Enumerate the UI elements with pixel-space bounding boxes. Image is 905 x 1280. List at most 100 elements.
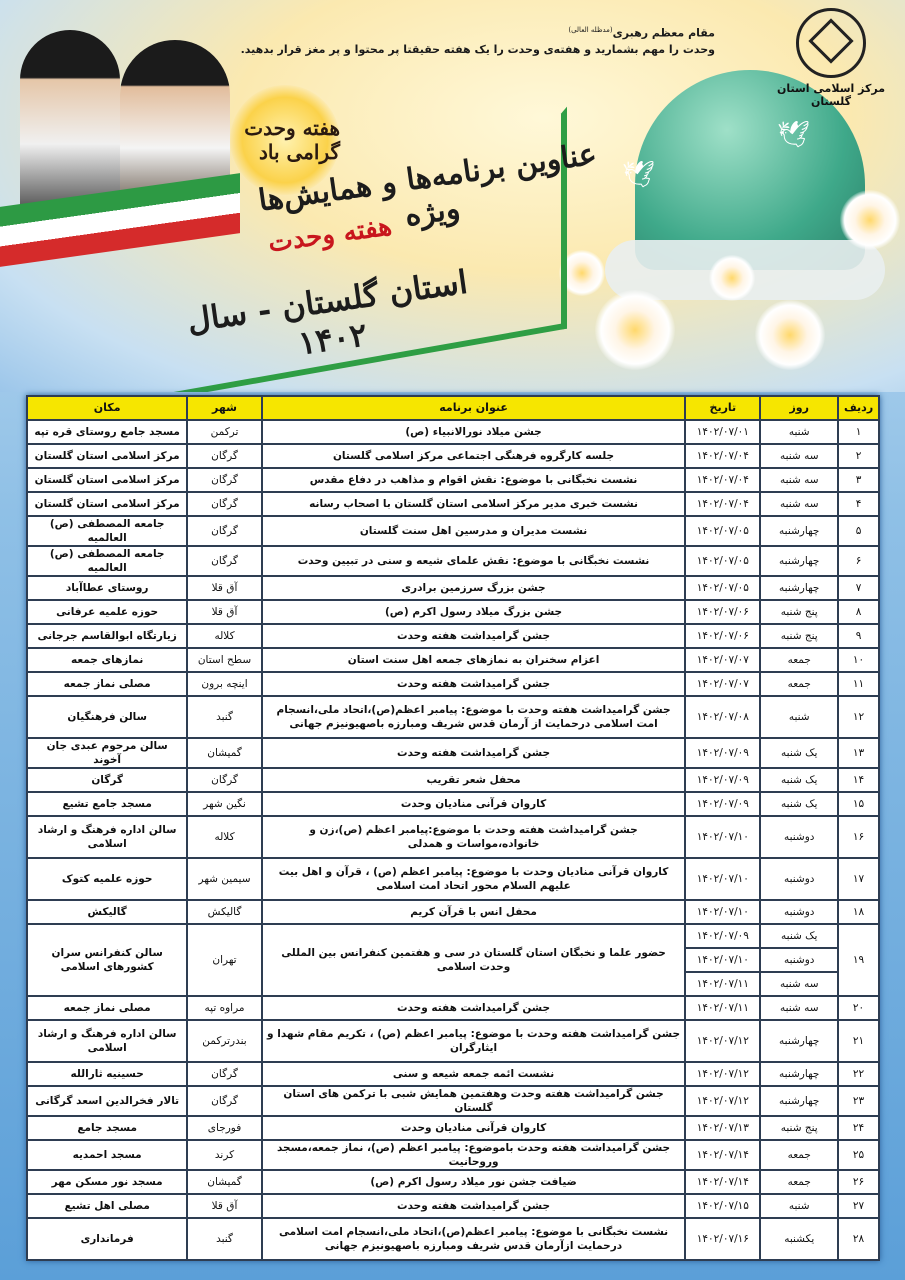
row-number: ۱۸ (837, 899, 880, 925)
place-cell: فرمانداری (25, 1217, 189, 1261)
day-cell: یک شنبه (759, 767, 840, 793)
program-title-cell: نشست نخبگانی با موضوع: نقش علمای شیعه و … (260, 545, 687, 577)
row-number: ۱۹ (837, 923, 880, 997)
place-cell: سالن مرحوم عبدی جان آخوند (25, 737, 189, 769)
col-header-program-title: عنوان برنامه (260, 395, 687, 421)
place-cell: مرکز اسلامی استان گلستان (25, 491, 189, 517)
table-header-row: ردیف روز تاریخ عنوان برنامه شهر مکان (25, 395, 880, 421)
date-cell: ۱۴۰۲/۰۷/۰۵ (684, 545, 762, 577)
city-cell: گنبد (186, 1217, 263, 1261)
table-row: ۴ سه شنبه ۱۴۰۲/۰۷/۰۴ نشست خبری مدیر مرکز اس… (25, 491, 880, 517)
place-cell: جامعه المصطفی (ص) العالمیه (25, 515, 189, 547)
place-cell: مصلی نماز جمعه (25, 995, 189, 1021)
place-cell: گالیکش (25, 899, 189, 925)
place-cell: جامعه المصطفی (ص) العالمیه (25, 545, 189, 577)
program-title-cell: جشن گرامیداشت هفته وحدت (260, 995, 687, 1021)
day-cell: جمعه (759, 1139, 840, 1171)
col-header-date: تاریخ (684, 395, 762, 421)
row-number: ۱۰ (837, 647, 880, 673)
place-cell: مسجد احمدیه (25, 1139, 189, 1171)
program-title-cell: نشست مدیران و مدرسین اهل سنت گلستان (260, 515, 687, 547)
row-number: ۱ (837, 419, 880, 445)
city-cell: آق قلا (186, 1193, 263, 1219)
table-row: ۱۹ یک شنبه ۱۴۰۲/۰۷/۰۹ حضور علما و نخبگان اس… (25, 923, 880, 997)
place-cell: مصلی نماز جمعه (25, 671, 189, 697)
place-cell: سالن کنفرانس سران کشورهای اسلامی (25, 923, 189, 997)
day-cell: دوشنبه (759, 857, 840, 901)
row-number: ۴ (837, 491, 880, 517)
program-title-cell: نشست نخبگانی با موضوع: پیامبر اعظم(ص)،ات… (260, 1217, 687, 1261)
table-row: ۲۷ شنبه ۱۴۰۲/۰۷/۱۵ جشن گرامیداشت هفته وحدت آ… (25, 1193, 880, 1219)
row-number: ۵ (837, 515, 880, 547)
quote-text: وحدت را مهم بشمارید و هفته‌ی وحدت را یک … (240, 42, 715, 56)
table-row: ۶ چهارشنبه ۱۴۰۲/۰۷/۰۵ نشست نخبگانی با موضوع… (25, 545, 880, 577)
date-cell: ۱۴۰۲/۰۷/۱۴ (684, 1139, 762, 1171)
city-cell: گرگان (186, 443, 263, 469)
program-title-cell: کاروان قرآنی منادیان وحدت با موضوع: پیام… (260, 857, 687, 901)
city-cell: گالیکش (186, 899, 263, 925)
dove-icon: 🕊 (621, 160, 655, 190)
quote-honorific: (مدظله العالی) (568, 26, 613, 34)
day-cell: یک شنبه (759, 737, 840, 769)
flower-icon (840, 190, 900, 250)
city-cell: گمیشان (186, 1169, 263, 1195)
place-cell: سالن اداره فرهنگ و ارشاد اسلامی (25, 1019, 189, 1063)
row-number: ۲۶ (837, 1169, 880, 1195)
col-header-city: شهر (186, 395, 263, 421)
unity-week-badge: هفته وحدت گرامی باد (230, 85, 340, 195)
date-cell: ۱۴۰۲/۰۷/۱۰ (684, 947, 762, 973)
date-cell: ۱۴۰۲/۰۷/۱۲ (684, 1061, 762, 1087)
org-logo: مرکز اسلامی استان گلستان (771, 8, 891, 108)
quote-author: مقام معظم رهبری (612, 26, 715, 40)
program-title-cell: جشن گرامیداشت هفته وحدت با موضوع:پیامبر … (260, 815, 687, 859)
day-cell: چهارشنبه (759, 1061, 840, 1087)
row-number: ۲۲ (837, 1061, 880, 1087)
place-cell: نمازهای جمعه (25, 647, 189, 673)
row-number: ۲ (837, 443, 880, 469)
day-cell: دوشنبه (759, 815, 840, 859)
table-row: ۳ سه شنبه ۱۴۰۲/۰۷/۰۴ نشست نخبگانی با موضوع:… (25, 467, 880, 493)
program-title-cell: جشن گرامیداشت هفته وحدت با موضوع: پیامبر… (260, 1019, 687, 1063)
day-cell: جمعه (759, 647, 840, 673)
day-cell: چهارشنبه (759, 1085, 840, 1117)
city-cell: گرگان (186, 767, 263, 793)
day-cell: یک شنبه (759, 791, 840, 817)
city-cell: بندرترکمن (186, 1019, 263, 1063)
row-number: ۲۸ (837, 1217, 880, 1261)
day-cell: دوشنبه (759, 947, 840, 973)
place-cell: حسینیه ثارالله (25, 1061, 189, 1087)
day-cell: شنبه (759, 695, 840, 739)
place-cell: گرگان (25, 767, 189, 793)
city-cell: کلاله (186, 623, 263, 649)
table-row: ۱۰ جمعه ۱۴۰۲/۰۷/۰۷ اعزام سخنران به نمازهای … (25, 647, 880, 673)
table-row: ۲۸ یکشنبه ۱۴۰۲/۰۷/۱۶ نشست نخبگانی با موضوع:… (25, 1217, 880, 1261)
table-row: ۱۲ شنبه ۱۴۰۲/۰۷/۰۸ جشن گرامیداشت هفته وحدت … (25, 695, 880, 739)
row-number: ۱۱ (837, 671, 880, 697)
city-cell: گرگان (186, 515, 263, 547)
program-title-cell: جشن بزرگ سرزمین برادری (260, 575, 687, 601)
city-cell: ترکمن (186, 419, 263, 445)
table-body: ۱ شنبه ۱۴۰۲/۰۷/۰۱ جشن میلاد نورالانبیاء (ص)… (25, 419, 880, 1261)
day-cell: سه شنبه (759, 995, 840, 1021)
city-cell: کلاله (186, 815, 263, 859)
day-cell: دوشنبه (759, 899, 840, 925)
place-cell: حوزه علمیه عرفانی (25, 599, 189, 625)
city-cell: گرگان (186, 467, 263, 493)
table-row: ۱ شنبه ۱۴۰۲/۰۷/۰۱ جشن میلاد نورالانبیاء (ص)… (25, 419, 880, 445)
table-row: ۲۶ جمعه ۱۴۰۲/۰۷/۱۴ ضیافت جشن نور میلاد رسول… (25, 1169, 880, 1195)
date-cell: ۱۴۰۲/۰۷/۰۹ (684, 737, 762, 769)
table-row: ۱۳ یک شنبه ۱۴۰۲/۰۷/۰۹ جشن گرامیداشت هفته وح… (25, 737, 880, 769)
row-number: ۲۷ (837, 1193, 880, 1219)
place-cell: مسجد نور مسکن مهر (25, 1169, 189, 1195)
day-cell: شنبه (759, 1193, 840, 1219)
date-cell: ۱۴۰۲/۰۷/۰۵ (684, 575, 762, 601)
program-title-cell: جشن گرامیداشت هفته وحدت (260, 623, 687, 649)
date-cell: ۱۴۰۲/۰۷/۰۹ (684, 791, 762, 817)
place-cell: سالن فرهنگیان (25, 695, 189, 739)
date-cell: ۱۴۰۲/۰۷/۱۶ (684, 1217, 762, 1261)
col-header-row-number: ردیف (837, 395, 880, 421)
row-number: ۲۱ (837, 1019, 880, 1063)
place-cell: مسجد جامع (25, 1115, 189, 1141)
city-cell: تهران (186, 923, 263, 997)
date-cell: ۱۴۰۲/۰۷/۰۱ (684, 419, 762, 445)
